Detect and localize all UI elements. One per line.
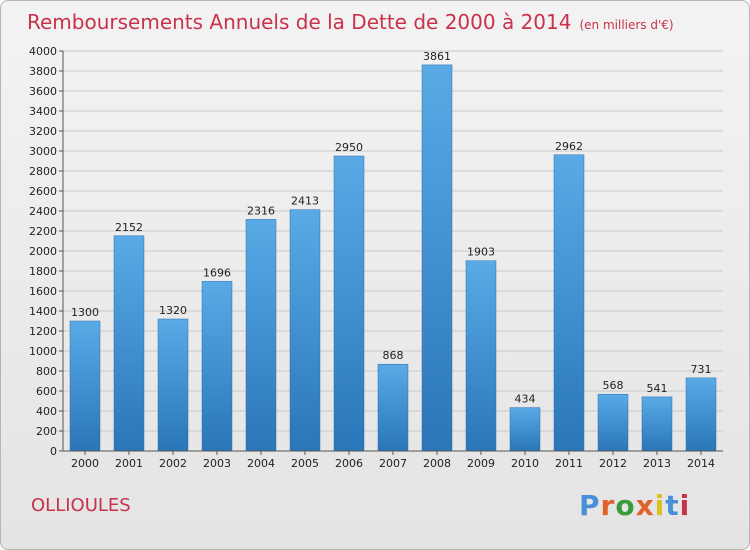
logo-letter: t [665,489,680,522]
bar-value-label: 2413 [291,195,319,208]
y-tick-label: 3600 [29,85,57,98]
x-tick-label: 2000 [71,457,99,470]
y-tick-label: 600 [36,385,57,398]
bar-2008 [421,64,453,452]
bar-value-label: 434 [515,393,536,406]
y-tick-label: 200 [36,425,57,438]
x-tick-label: 2005 [291,457,319,470]
bar-value-label: 1320 [159,304,187,317]
x-tick-label: 2004 [247,457,275,470]
bar-2001 [113,235,145,452]
bar-value-label: 3861 [423,50,451,63]
logo-letter: r [600,489,616,522]
x-tick-label: 2006 [335,457,363,470]
y-tick-label: 3200 [29,125,57,138]
bars: 1300 2152 1320 1696 2316 2413 2950 868 3861 1903 4… [69,50,717,452]
bar-value-label: 1300 [71,306,99,319]
bar-2003 [201,281,233,452]
y-tick-label: 1400 [29,305,57,318]
x-tick-label: 2007 [379,457,407,470]
y-tick-label: 2600 [29,185,57,198]
y-tick-label: 3800 [29,65,57,78]
y-tick-label: 800 [36,365,57,378]
bar-2009 [465,260,497,452]
bar-value-label: 568 [603,379,624,392]
y-tick-label: 3000 [29,145,57,158]
bar-value-label: 2962 [555,140,583,153]
bar-2014 [685,377,717,452]
y-tick-label: 4000 [29,45,57,58]
logo-letter: o [615,489,636,522]
axes: 0 200 400 600 800 1000 1200 1400 1600 1800 2000 220… [29,45,723,470]
x-tick-label: 2012 [599,457,627,470]
bar-value-label: 731 [691,363,712,376]
chart-title: Remboursements Annuels de la Dette de 20… [27,7,674,37]
bar-2012 [597,393,629,452]
x-tick-label: 2008 [423,457,451,470]
y-tick-label: 2000 [29,245,57,258]
bar-2007 [377,363,409,452]
x-tick-label: 2001 [115,457,143,470]
commune-name: OLLIOULES [31,495,131,516]
y-tick-label: 1600 [29,285,57,298]
logo-letter: P [579,489,601,522]
proxiti-logo: Proxiti [579,489,690,522]
bar-2011 [553,154,585,452]
bar-2013 [641,396,673,452]
bar-2006 [333,155,365,452]
logo-letter: i [654,489,666,522]
bar-value-label: 1696 [203,266,231,279]
bar-2002 [157,318,189,452]
logo-letter: i [679,489,691,522]
x-tick-label: 2002 [159,457,187,470]
y-tick-label: 3400 [29,105,57,118]
y-tick-label: 1000 [29,345,57,358]
x-tick-label: 2003 [203,457,231,470]
y-tick-label: 2800 [29,165,57,178]
y-tick-label: 1200 [29,325,57,338]
bar-2004 [245,219,277,452]
bar-value-label: 868 [383,349,404,362]
bar-value-label: 541 [647,382,668,395]
x-tick-label: 2014 [687,457,715,470]
x-tick-label: 2010 [511,457,539,470]
x-tick-label: 2011 [555,457,583,470]
bar-value-label: 2316 [247,204,275,217]
chart-title-main: Remboursements Annuels de la Dette de 20… [27,10,572,34]
bar-2000 [69,320,101,452]
x-tick-label: 2009 [467,457,495,470]
x-tick-label: 2013 [643,457,671,470]
bar-value-label: 2152 [115,221,143,234]
logo-letter: x [635,489,655,522]
bar-2005 [289,209,321,452]
bar-value-label: 1903 [467,246,495,259]
y-tick-label: 1800 [29,265,57,278]
y-tick-label: 400 [36,405,57,418]
y-tick-label: 2400 [29,205,57,218]
y-tick-label: 0 [50,445,57,458]
chart-title-unit: (en milliers d'€) [579,18,674,32]
bar-2010 [509,407,541,452]
bar-value-label: 2950 [335,141,363,154]
y-tick-label: 2200 [29,225,57,238]
